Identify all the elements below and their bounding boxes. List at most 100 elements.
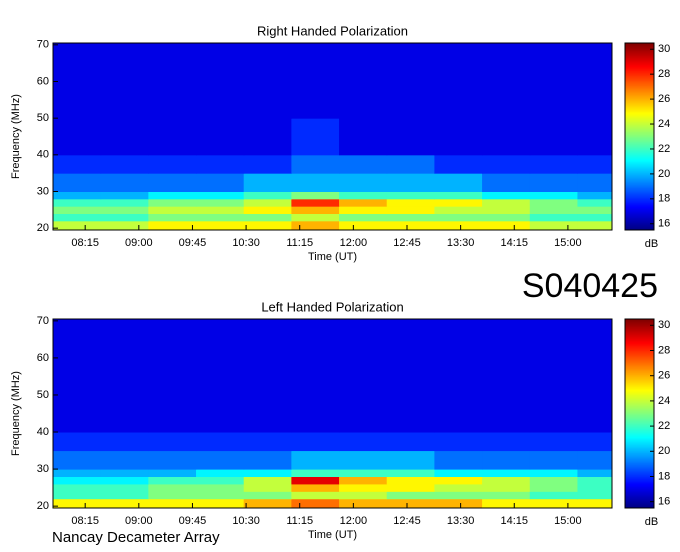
colorbar-step xyxy=(625,379,654,382)
page-title: S040425 xyxy=(522,267,658,305)
colorbar-step xyxy=(625,221,654,224)
colorbar-step xyxy=(625,165,654,167)
colorbar-step xyxy=(625,428,654,431)
heatmap-cell xyxy=(53,483,102,492)
heatmap-cell xyxy=(482,220,531,231)
colorbar-step xyxy=(625,116,654,119)
heatmap-cell xyxy=(243,191,292,200)
colorbar-step xyxy=(625,218,654,221)
colorbar-step xyxy=(625,66,654,69)
heatmap-cell xyxy=(434,432,483,452)
colorbar-tick-label: 28 xyxy=(658,344,670,356)
colorbar-step xyxy=(625,101,654,104)
colorbar-step xyxy=(625,125,654,128)
colorbar-step xyxy=(625,325,654,328)
heatmap-cell xyxy=(196,491,245,500)
heatmap-cell xyxy=(529,198,578,207)
colorbar-step xyxy=(625,384,654,387)
heatmap-cell xyxy=(243,198,292,207)
colorbar-step xyxy=(625,141,654,144)
colorbar-step xyxy=(625,190,654,192)
heatmap-cell xyxy=(577,450,613,470)
colorbar-step xyxy=(625,320,654,323)
colorbar-step xyxy=(625,208,654,211)
heatmap-cell xyxy=(196,213,245,222)
colorbar-step xyxy=(625,217,654,220)
heatmap-cell xyxy=(243,206,292,214)
colorbar-step xyxy=(625,394,654,397)
heatmap-cell xyxy=(196,476,245,485)
heatmap-cell xyxy=(53,469,102,477)
colorbar-step xyxy=(625,327,654,330)
heatmap-cell xyxy=(196,469,245,477)
colorbar-step xyxy=(625,395,654,398)
colorbar-step xyxy=(625,148,654,151)
heatmap-cell xyxy=(339,220,388,231)
heatmap-cell xyxy=(291,213,340,222)
heatmap-cell xyxy=(577,476,613,485)
colorbar-step xyxy=(625,418,654,421)
colorbar-step xyxy=(625,505,654,508)
colorbar-label: dB xyxy=(645,516,658,528)
heatmap-cell xyxy=(148,220,197,231)
colorbar-tick-label: 22 xyxy=(658,420,670,432)
heatmap-cell xyxy=(100,469,149,477)
colorbar-step xyxy=(625,431,654,433)
colorbar-step xyxy=(625,392,654,394)
y-tick-label: 70 xyxy=(37,315,49,327)
heatmap-cell xyxy=(386,118,435,156)
colorbar-step xyxy=(625,419,654,422)
heatmap-cell xyxy=(243,450,292,470)
colorbar-label: dB xyxy=(645,238,658,250)
colorbar-step xyxy=(625,100,654,103)
colorbar-step xyxy=(625,180,654,182)
colorbar-step xyxy=(625,383,654,386)
colorbar-step xyxy=(625,438,654,441)
x-tick-label: 14:15 xyxy=(500,515,528,527)
colorbar-step xyxy=(625,336,654,339)
colorbar-step xyxy=(625,374,654,377)
colorbar-step xyxy=(625,176,654,179)
colorbar-step xyxy=(625,178,654,181)
colorbar-step xyxy=(625,211,654,214)
heatmap-cell xyxy=(482,173,531,192)
colorbar-step xyxy=(625,49,654,51)
heatmap-cell xyxy=(529,483,578,492)
colorbar-step xyxy=(625,481,654,484)
heatmap-cell xyxy=(100,394,149,433)
colorbar-step xyxy=(625,220,654,222)
colorbar-step xyxy=(625,350,654,353)
heatmap-cell xyxy=(291,357,340,396)
heatmap-cell xyxy=(196,154,245,174)
colorbar-step xyxy=(625,458,654,461)
heatmap-cell xyxy=(53,154,102,174)
colorbar-step xyxy=(625,496,654,499)
colorbar-step xyxy=(625,370,654,373)
heatmap-cell xyxy=(100,491,149,500)
colorbar-step xyxy=(625,332,654,335)
colorbar-step xyxy=(625,373,654,375)
colorbar-step xyxy=(625,75,654,78)
heatmap-cell xyxy=(100,154,149,174)
heatmap-cell xyxy=(100,220,149,231)
heatmap-cell xyxy=(577,173,613,192)
y-tick-label: 30 xyxy=(37,185,49,197)
colorbar-step xyxy=(625,413,654,416)
heatmap-cell xyxy=(100,206,149,214)
colorbar-step xyxy=(625,354,654,357)
heatmap-cell xyxy=(339,206,388,214)
heatmap-cell xyxy=(386,154,435,174)
heatmap-cell xyxy=(434,154,483,174)
colorbar-step xyxy=(625,389,654,392)
colorbar-step xyxy=(625,166,654,169)
heatmap-cell xyxy=(386,469,435,477)
colorbar-step xyxy=(625,64,654,66)
colorbar-step xyxy=(625,60,654,63)
colorbar-step xyxy=(625,216,654,219)
heatmap-cell xyxy=(339,432,388,452)
colorbar-step xyxy=(625,468,654,471)
heatmap-cell xyxy=(482,81,531,119)
heatmap-cell xyxy=(482,118,531,156)
colorbar-step xyxy=(625,412,654,414)
